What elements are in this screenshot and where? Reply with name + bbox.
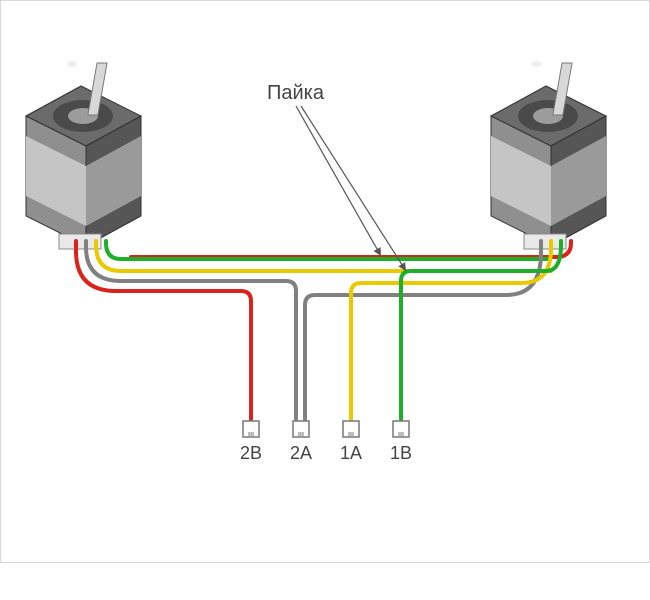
wire-right-red: [131, 241, 571, 257]
wiring-diagram-svg: Пайка 2B 2A 1A 1B: [1, 1, 650, 564]
terminal-label-2B: 2B: [240, 443, 262, 463]
terminal-slot-1B: [398, 432, 404, 436]
stepper-motor-right: [491, 61, 606, 249]
arrow-line-0: [296, 106, 381, 256]
wire-left-gray: [86, 241, 296, 419]
wire-right-green: [401, 241, 561, 419]
stepper-motor-left: [26, 61, 141, 249]
wire-right-gray: [305, 241, 541, 419]
wire-left-red: [76, 241, 251, 419]
solder-arrows: [296, 106, 406, 271]
terminal-label-2A: 2A: [290, 443, 312, 463]
terminal-label-1A: 1A: [340, 443, 362, 463]
terminal-slot-2A: [298, 432, 304, 436]
terminals-group: 2B 2A 1A 1B: [240, 421, 412, 463]
solder-label: Пайка: [267, 82, 325, 104]
terminal-slot-2B: [248, 432, 254, 436]
diagram-frame: Пайка 2B 2A 1A 1B: [0, 0, 650, 563]
arrow-line-1: [301, 106, 406, 271]
wires-group: [76, 241, 571, 419]
terminal-label-1B: 1B: [390, 443, 412, 463]
wire-right-yellow: [351, 241, 551, 419]
terminal-slot-1A: [348, 432, 354, 436]
